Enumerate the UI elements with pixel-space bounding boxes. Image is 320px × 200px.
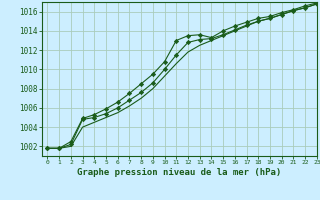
- X-axis label: Graphe pression niveau de la mer (hPa): Graphe pression niveau de la mer (hPa): [77, 168, 281, 177]
